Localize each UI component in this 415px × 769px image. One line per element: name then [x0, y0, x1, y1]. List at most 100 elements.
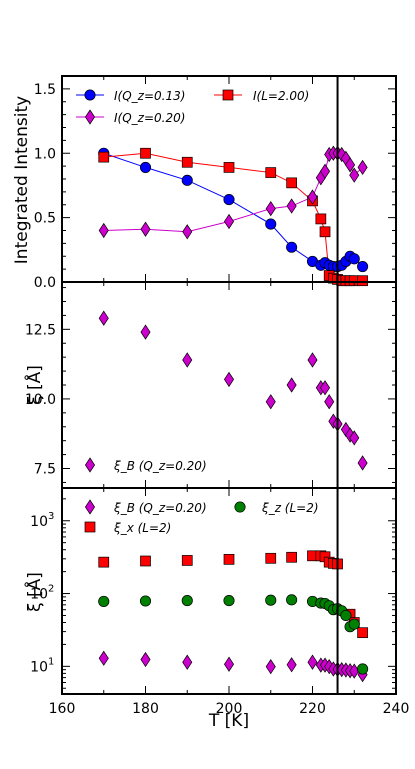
data-point [348, 618, 360, 630]
data-point [223, 656, 235, 672]
data-point [223, 213, 235, 230]
y-axis-label-xi-log: ξ [Å] [23, 572, 45, 612]
data-point [98, 650, 109, 666]
panel-intensity: 0.0 0.5 1.0 1.5 [34, 75, 397, 291]
legend-label-iqz013: I(Q_z=0.13) [114, 89, 185, 103]
legend-marker [84, 109, 96, 125]
panel-correlation-length-linear: 7.5 10.0 12.5 [25, 282, 397, 488]
data-point [348, 253, 360, 265]
data-point [181, 156, 193, 168]
x-tick-label: 240 [383, 701, 410, 717]
data-point [265, 594, 277, 606]
legend-marker [84, 521, 96, 533]
data-point [140, 324, 151, 340]
data-point [140, 221, 151, 237]
data-point [139, 595, 152, 607]
data-point [336, 146, 347, 163]
data-point [357, 260, 369, 273]
data-point [286, 377, 297, 393]
y-tick-label: 0.5 [34, 211, 56, 227]
data-point [286, 657, 297, 673]
legend-marker [84, 89, 96, 101]
data-point [98, 595, 110, 607]
data-point [265, 218, 277, 230]
data-point [223, 371, 235, 388]
data-point [357, 627, 368, 639]
axes-frame [61, 75, 397, 283]
legend-marker [84, 499, 96, 515]
y-tick-label: 7.5 [34, 462, 56, 478]
x-tick-label: 220 [299, 701, 326, 717]
data-point [286, 177, 297, 189]
data-point [182, 654, 193, 670]
data-point [223, 553, 235, 565]
x-tick-label: 200 [216, 701, 243, 717]
data-point [307, 189, 318, 205]
y-tick-label-exponent: 1 [48, 656, 54, 667]
data-point [307, 654, 318, 670]
y-axis-label-intensity: Integrated Intensity [12, 96, 32, 264]
x-axis-label: T [K] [208, 711, 249, 731]
legend-label-xix: ξ_x (L=2) [113, 521, 171, 535]
y-tick-label: 10 [30, 659, 48, 675]
data-point [265, 394, 276, 410]
data-point [140, 651, 151, 668]
data-point [140, 555, 151, 567]
data-point [357, 663, 369, 675]
data-point [315, 213, 327, 225]
data-point [286, 551, 297, 563]
data-point [349, 430, 360, 446]
y-tick-label: 12.5 [25, 322, 56, 338]
data-point [98, 222, 109, 239]
y-tick-label-exponent: 2 [48, 584, 54, 595]
legend-label-xiz: ξ_z (L=2) [261, 501, 319, 515]
data-point [286, 241, 298, 253]
data-point [182, 224, 193, 240]
x-tick-label: 160 [49, 701, 76, 717]
data-point [319, 226, 331, 238]
y-tick-label: 1.0 [34, 146, 56, 162]
data-point [345, 157, 356, 173]
y-tick-label: 1.5 [34, 82, 56, 98]
y-tick-label: 0.0 [34, 275, 56, 291]
data-point [324, 394, 335, 410]
axes-frames [61, 75, 397, 695]
data-point [139, 161, 152, 173]
data-point [98, 310, 109, 326]
data-point [265, 200, 276, 217]
data-point [357, 455, 368, 471]
data-point [286, 198, 297, 214]
data-point [98, 151, 110, 163]
y-tick-label: 10 [30, 587, 48, 603]
legend-label-iqz020: I(Q_z=0.20) [114, 111, 185, 125]
data-point [357, 275, 368, 287]
data-point [286, 594, 298, 606]
y-tick-label-exponent: 3 [48, 511, 54, 522]
data-point [223, 595, 235, 607]
data-point [98, 556, 110, 568]
y-axis-label-xi-linear: ξ [Å] [23, 365, 45, 405]
data-point [223, 194, 235, 206]
data-point [181, 555, 193, 566]
data-point [140, 147, 151, 159]
y-tick-label: 10.0 [25, 392, 56, 408]
data-point [320, 163, 331, 179]
x-tick-label: 180 [132, 701, 159, 717]
data-point [307, 352, 318, 368]
legend-marker [222, 89, 234, 101]
data-point [265, 552, 277, 564]
data-point [320, 380, 331, 396]
data-point [357, 159, 368, 176]
data-point [223, 162, 235, 173]
data-point [265, 167, 277, 178]
axes-frame [61, 487, 397, 695]
legend-label-il200: I(L=2.00) [253, 89, 309, 103]
legend-marker [84, 457, 96, 473]
legend-label-xib-p3: ξ_B (Q_z=0.20) [113, 501, 207, 515]
data-point [349, 167, 360, 183]
data-point [181, 174, 193, 186]
data-point [181, 595, 193, 607]
legend-label-xib-p2: ξ_B (Q_z=0.20) [113, 459, 207, 473]
